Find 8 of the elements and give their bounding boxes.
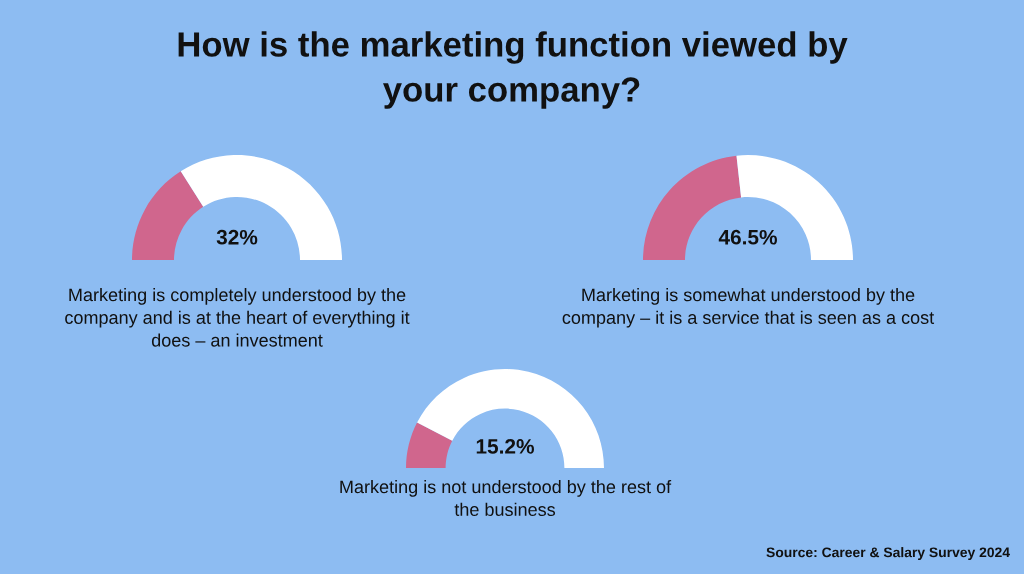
text: 15.2% <box>476 439 534 454</box>
text: Marketing is not understood by the rest of the business <box>340 480 672 516</box>
text: 32% <box>216 229 258 245</box>
source-note: Source: Career & Salary Survey 2024 <box>766 547 1010 560</box>
text: Marketing is somewhat understood by the company – it is a service that is seen as a cost <box>562 288 935 328</box>
text: Marketing is completely understood by the company and is at the heart of everything it does – an investment <box>65 288 410 347</box>
text: How is the marketing function viewed by your company? <box>178 31 848 109</box>
text: 46.5% <box>718 229 777 245</box>
